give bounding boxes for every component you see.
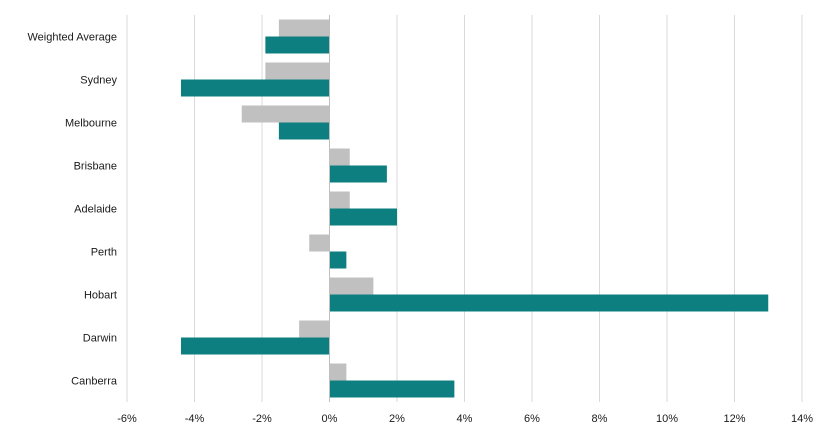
x-tick-label: 6% [524,413,540,425]
bar-series2-hobart [329,294,769,312]
bar-series1-hobart [329,277,374,295]
category-label: Canberra [71,376,118,388]
category-label: Weighted Average [28,32,118,44]
bar-series1-melbourne [241,105,330,123]
bar-series1-perth [309,234,330,252]
bar-series1-adelaide [329,191,350,209]
category-label: Brisbane [74,161,117,173]
bar-series2-perth [329,251,347,269]
x-tick-label: 14% [791,413,813,425]
category-label: Perth [91,247,117,259]
bar-series2-weighted-average [265,36,330,54]
x-axis-ticks: -6% -4% -2% 0% 2% 4% 6% 8% 10% 12% 14% [117,413,813,425]
category-label: Darwin [83,333,117,345]
bar-series1-brisbane [329,148,350,166]
bar-series2-brisbane [329,165,387,183]
x-tick-label: 12% [723,413,745,425]
bar-series2-sydney [181,79,330,97]
x-tick-label: 10% [656,413,678,425]
x-tick-label: -2% [252,413,272,425]
x-tick-label: 2% [389,413,405,425]
category-label: Melbourne [65,118,117,130]
bar-series2-canberra [329,380,455,398]
bar-series2-melbourne [278,122,330,140]
category-label: Sydney [80,75,117,87]
bars [181,19,769,398]
bar-series2-adelaide [329,208,397,226]
x-tick-label: 4% [457,413,473,425]
bar-series1-weighted-average [278,19,330,37]
category-label: Adelaide [74,204,117,216]
bar-series1-canberra [329,363,347,381]
x-tick-label: 0% [322,413,338,425]
bar-series2-darwin [181,337,330,355]
bar-series1-sydney [265,62,330,80]
y-axis-labels: Weighted Average Sydney Melbourne Brisbane A… [28,32,118,388]
bar-series1-darwin [299,320,330,338]
x-tick-label: -4% [185,413,205,425]
x-tick-label: 8% [592,413,608,425]
x-tick-label: -6% [117,413,137,425]
category-label: Hobart [84,290,117,302]
